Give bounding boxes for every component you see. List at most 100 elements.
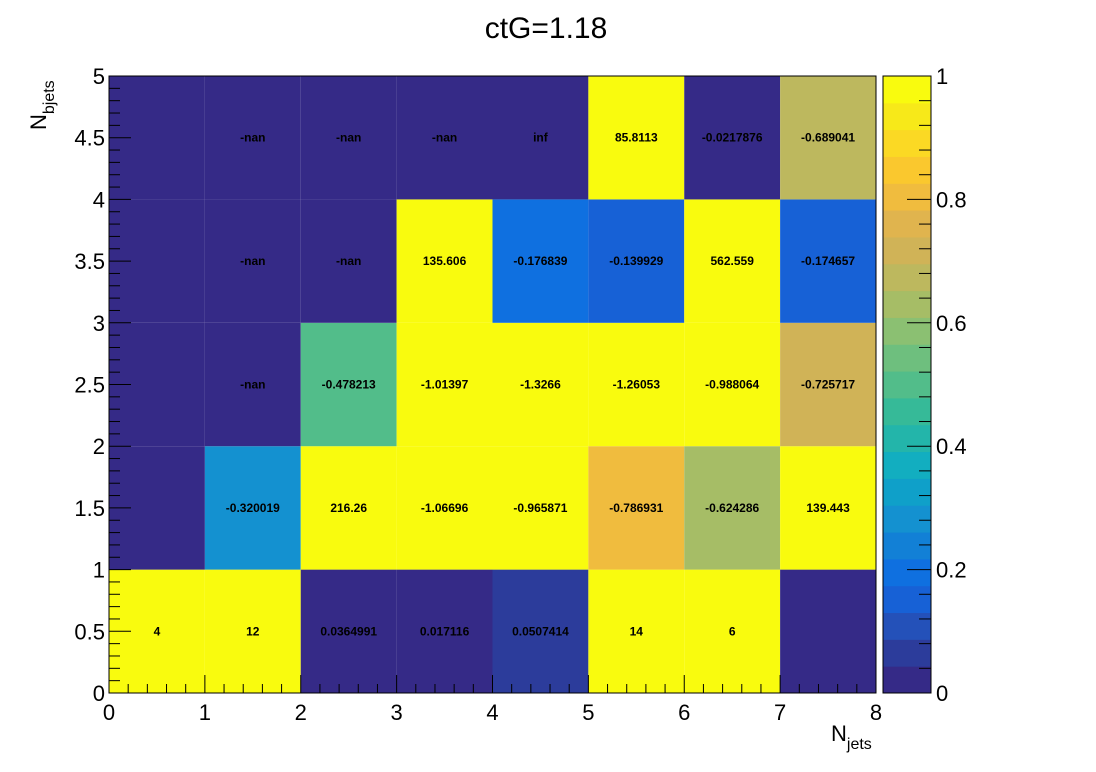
heatmap-cell <box>492 569 589 693</box>
x-tick-label: 7 <box>774 700 786 725</box>
palette-step <box>883 532 931 560</box>
x-tick-label: 0 <box>103 700 115 725</box>
heatmap-cell-label: -0.988064 <box>705 378 759 392</box>
heatmap-cell <box>204 322 301 447</box>
palette-step <box>883 236 931 265</box>
heatmap-cell-label: -nan <box>336 254 361 268</box>
x-tick-label: 2 <box>295 700 307 725</box>
heatmap-cell-label: 4 <box>154 624 161 638</box>
heatmap-cell-label: 0.0364991 <box>320 624 377 638</box>
palette-step <box>883 317 931 345</box>
z-tick-label: 0.6 <box>936 311 967 336</box>
x-axis-label-main: N <box>831 721 847 746</box>
x-tick-label: 4 <box>486 700 498 725</box>
heatmap-cell-label: 6 <box>729 624 736 638</box>
heatmap-cell <box>492 76 589 200</box>
y-axis-label-sub: bjets <box>41 80 58 114</box>
heatmap-cell <box>396 569 493 693</box>
heatmap-cell-label: -nan <box>240 131 265 145</box>
heatmap-cell-label: 14 <box>630 624 644 638</box>
y-tick-label: 2 <box>93 434 105 459</box>
y-tick-label: 4 <box>93 187 105 212</box>
heatmap-cell <box>300 199 397 323</box>
heatmap-cell-label: 0.017116 <box>420 624 470 638</box>
palette-step <box>883 129 931 157</box>
heatmap-cell <box>588 446 685 570</box>
y-axis-label-main: N <box>26 114 51 130</box>
heatmap-cell-label: -0.725717 <box>801 378 855 392</box>
chart-title: ctG=1.18 <box>485 12 608 45</box>
heatmap-cell-label: -0.0217876 <box>702 131 763 145</box>
y-tick-label: 2.5 <box>74 373 105 398</box>
z-tick-label: 1 <box>936 64 948 89</box>
heatmap-cell-label: -nan <box>240 378 265 392</box>
x-axis: 0 1 2 3 4 5 6 7 8 <box>103 675 882 725</box>
heatmap-cell <box>300 322 397 447</box>
palette-step <box>883 505 931 533</box>
palette-step <box>883 371 931 399</box>
heatmap-cell <box>204 446 301 570</box>
heatmap-cell-label: -1.26053 <box>613 378 661 392</box>
heatmap-cell <box>300 569 397 693</box>
heatmap-cell <box>780 446 876 570</box>
heatmap-cell <box>684 446 781 570</box>
x-tick-label: 6 <box>678 700 690 725</box>
heatmap-cell <box>588 76 685 200</box>
z-axis: 0 0.2 0.4 0.6 0.8 1 <box>907 64 967 706</box>
heatmap-cell <box>204 199 301 323</box>
y-tick-label: 5 <box>93 64 105 89</box>
heatmap-cell-label: 135.606 <box>423 254 467 268</box>
y-axis: 0 0.5 1 1.5 2 2.5 3 3.5 4 4.5 5 <box>74 64 131 706</box>
heatmap-cell-label: -0.624286 <box>705 501 759 515</box>
heatmap-cell <box>300 446 397 570</box>
heatmap-cell-label: inf <box>533 131 549 145</box>
palette-step <box>883 183 931 211</box>
y-axis-label: Nbjets <box>26 80 58 130</box>
palette-step <box>883 424 931 453</box>
heatmap-cell <box>684 322 781 447</box>
palette-step <box>883 558 931 587</box>
y-tick-label: 4.5 <box>74 126 105 151</box>
heatmap-cell <box>204 569 301 693</box>
heatmap-cell-label: -nan <box>432 131 457 145</box>
palette-step <box>883 290 931 318</box>
heatmap-cell-label: -0.965871 <box>513 501 567 515</box>
x-tick-label: 3 <box>391 700 403 725</box>
heatmap-cell-labels: 4 12 0.0364991 0.017116 0.0507414 14 6 -0.32001… <box>154 131 856 639</box>
heatmap-cell-label: -0.478213 <box>322 378 376 392</box>
heatmap-cell-label: 85.8113 <box>615 131 658 145</box>
palette-step <box>883 263 931 292</box>
palette-step <box>883 612 931 640</box>
palette-step <box>883 585 931 614</box>
x-axis-label: Njets <box>831 721 872 753</box>
heatmap-cell <box>684 199 781 323</box>
x-tick-label: 8 <box>870 700 882 725</box>
y-tick-label: 1.5 <box>74 496 105 521</box>
palette-step <box>883 397 931 426</box>
heatmap-cell-label: 216.26 <box>330 501 367 515</box>
heatmap-cell-label: 139.443 <box>806 501 850 515</box>
heatmap-cell-label: -0.174657 <box>801 254 855 268</box>
heatmap-cell <box>588 322 685 447</box>
x-axis-label-sub: jets <box>846 736 872 753</box>
heatmap-cell-label: 12 <box>246 624 260 638</box>
y-tick-label: 0.5 <box>74 619 105 644</box>
x-tick-label: 1 <box>199 700 211 725</box>
palette-step <box>883 478 931 506</box>
heatmap-cell <box>492 199 589 323</box>
palette-step <box>883 102 931 131</box>
heatmap-cell-label: -1.3266 <box>520 378 561 392</box>
heatmap-cell-label: -0.320019 <box>226 501 280 515</box>
heatmap-cell <box>780 569 876 693</box>
y-tick-label: 3.5 <box>74 249 105 274</box>
color-palette-bar <box>882 75 932 694</box>
y-tick-label: 3 <box>93 311 105 336</box>
heatmap-cell <box>396 322 493 447</box>
heatmap-cell-label: -0.139929 <box>609 254 663 268</box>
heatmap-cell-label: -0.786931 <box>609 501 663 515</box>
heatmap-cell <box>780 322 876 447</box>
heatmap-cell <box>492 446 589 570</box>
heatmap-cell-label: -nan <box>336 131 361 145</box>
z-tick-label: 0.2 <box>936 558 967 583</box>
